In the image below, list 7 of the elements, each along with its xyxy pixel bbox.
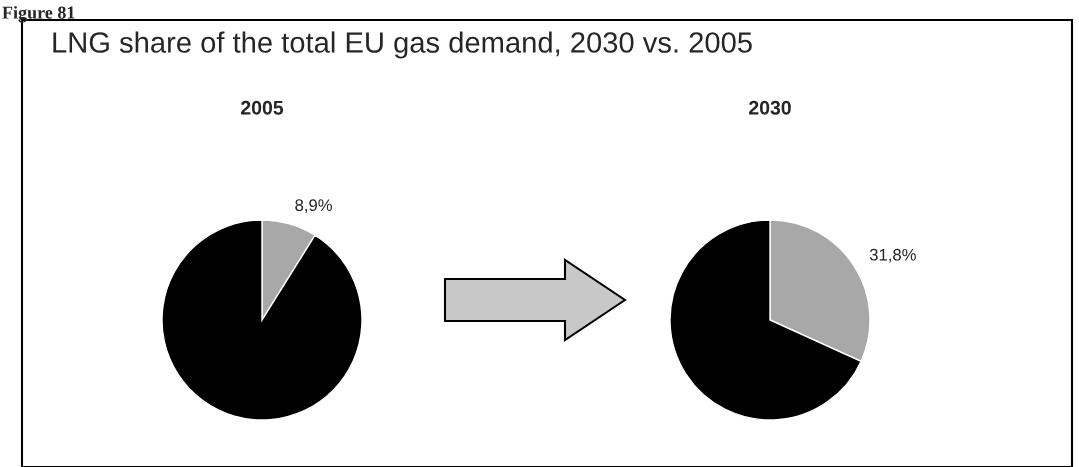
data-label: 31,8% bbox=[869, 248, 916, 263]
pie-slice bbox=[161, 219, 363, 421]
caption: Figure 81 bbox=[2, 6, 75, 23]
chart-title: 2030 bbox=[749, 100, 791, 115]
chart-title: 2005 bbox=[241, 100, 284, 115]
data-label: 8,9% bbox=[295, 199, 332, 214]
text: LNG share of the total EU gas demand, 2030 vs. 2005 bbox=[53, 31, 752, 59]
